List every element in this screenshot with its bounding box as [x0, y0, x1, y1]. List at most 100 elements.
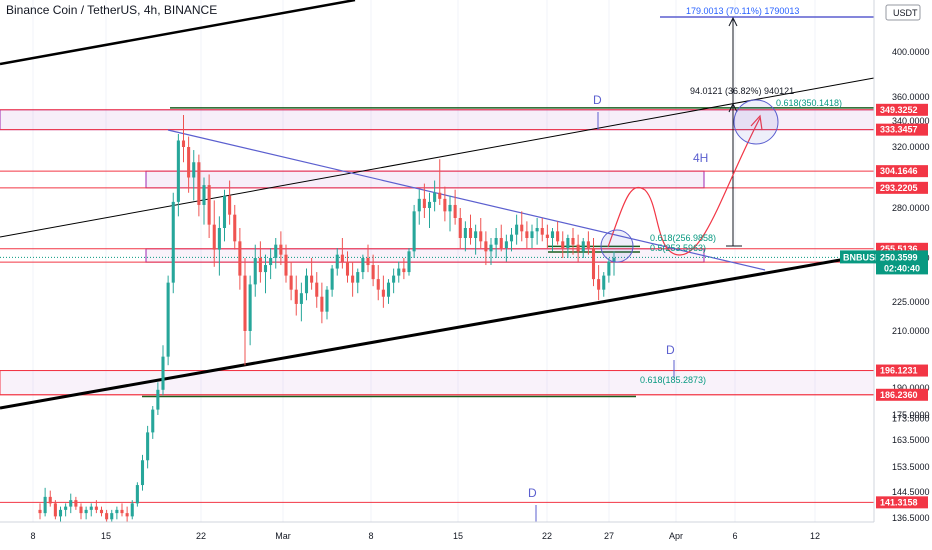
candle-body[interactable]	[422, 198, 426, 208]
candle-body[interactable]	[453, 204, 457, 218]
candle-body[interactable]	[525, 231, 529, 238]
candle-body[interactable]	[253, 258, 257, 285]
candle-body[interactable]	[520, 224, 524, 232]
candle-body[interactable]	[402, 268, 406, 273]
candle-body[interactable]	[84, 509, 88, 514]
candle-body[interactable]	[110, 513, 114, 520]
candle-body[interactable]	[74, 500, 78, 507]
candle-body[interactable]	[130, 503, 134, 517]
candle-body[interactable]	[489, 244, 493, 252]
candle-body[interactable]	[197, 162, 201, 205]
candle-body[interactable]	[140, 460, 145, 486]
candle-body[interactable]	[94, 506, 98, 510]
candle-body[interactable]	[479, 231, 483, 242]
candle-body[interactable]	[566, 238, 570, 248]
candle-body[interactable]	[443, 198, 447, 212]
candle-body[interactable]	[607, 261, 611, 276]
candle-body[interactable]	[335, 254, 339, 269]
candle-body[interactable]	[458, 218, 462, 238]
candle-body[interactable]	[571, 238, 575, 245]
candle-body[interactable]	[376, 279, 380, 290]
level-badge[interactable]	[876, 496, 928, 509]
candle-body[interactable]	[304, 275, 309, 294]
candle-body[interactable]	[187, 147, 191, 178]
candle-body[interactable]	[556, 231, 560, 242]
candle-body[interactable]	[602, 275, 606, 290]
level-badge[interactable]	[876, 388, 928, 401]
candle-body[interactable]	[448, 204, 452, 212]
candle-body[interactable]	[233, 214, 237, 242]
candle-body[interactable]	[146, 432, 150, 461]
candle-body[interactable]	[212, 224, 216, 250]
candle-body[interactable]	[597, 279, 601, 290]
candle-body[interactable]	[586, 241, 590, 248]
candle-body[interactable]	[515, 224, 519, 235]
candle-body[interactable]	[217, 228, 221, 250]
candle-body[interactable]	[99, 509, 104, 514]
candle-body[interactable]	[105, 513, 109, 520]
candle-body[interactable]	[228, 195, 232, 215]
candle-body[interactable]	[591, 248, 596, 280]
currency-badge[interactable]: USDT	[885, 4, 921, 21]
candle-body[interactable]	[156, 389, 160, 410]
candle-body[interactable]	[222, 195, 227, 228]
candle-body[interactable]	[576, 244, 580, 252]
level-badge[interactable]	[876, 181, 928, 194]
candle-body[interactable]	[397, 268, 401, 276]
candle-body[interactable]	[120, 509, 124, 514]
candle-body[interactable]	[361, 258, 365, 273]
candle-body[interactable]	[320, 296, 324, 312]
candle-body[interactable]	[294, 289, 298, 304]
candle-body[interactable]	[64, 506, 68, 510]
candle-body[interactable]	[535, 228, 539, 232]
candle-body[interactable]	[166, 282, 170, 357]
candle-body[interactable]	[484, 241, 488, 252]
candle-body[interactable]	[310, 275, 314, 283]
candle-body[interactable]	[412, 211, 416, 252]
candle-body[interactable]	[207, 185, 211, 225]
candle-body[interactable]	[299, 293, 303, 304]
candle-body[interactable]	[427, 201, 432, 208]
candle-body[interactable]	[468, 228, 473, 238]
current-price-badge[interactable]	[876, 250, 928, 275]
candle-body[interactable]	[612, 258, 616, 262]
candle-body[interactable]	[243, 275, 247, 331]
candle-body[interactable]	[581, 241, 585, 252]
candle-body[interactable]	[504, 241, 508, 248]
candle-body[interactable]	[181, 140, 186, 148]
candle-body[interactable]	[371, 265, 375, 280]
candle-body[interactable]	[263, 265, 268, 273]
price-axis-background[interactable]	[874, 0, 932, 550]
candle-body[interactable]	[43, 496, 47, 514]
time-axis-background[interactable]	[0, 522, 932, 550]
candle-body[interactable]	[330, 268, 334, 290]
candle-body[interactable]	[438, 192, 442, 199]
level-badge[interactable]	[876, 123, 928, 136]
candle-body[interactable]	[356, 272, 360, 283]
candle-body[interactable]	[340, 254, 344, 262]
candle-body[interactable]	[79, 506, 83, 514]
highlight-circle-small[interactable]	[600, 229, 634, 263]
candle-body[interactable]	[269, 258, 273, 266]
candle-body[interactable]	[176, 140, 180, 202]
candle-body[interactable]	[115, 509, 119, 514]
level-badge[interactable]	[876, 364, 928, 377]
ascending-support-line[interactable]	[0, 252, 875, 410]
candle-body[interactable]	[38, 509, 42, 514]
candle-body[interactable]	[258, 258, 262, 273]
candle-body[interactable]	[386, 282, 391, 297]
candle-body[interactable]	[499, 238, 503, 248]
candle-body[interactable]	[351, 275, 355, 283]
candle-body[interactable]	[407, 251, 411, 273]
candle-body[interactable]	[550, 231, 555, 238]
highlight-circle-large[interactable]	[733, 99, 779, 145]
level-badge[interactable]	[876, 165, 928, 178]
candle-body[interactable]	[274, 244, 278, 258]
candle-body[interactable]	[202, 185, 206, 205]
candle-body[interactable]	[279, 244, 283, 255]
candle-body[interactable]	[315, 282, 319, 297]
candle-body[interactable]	[171, 201, 175, 283]
projection-path[interactable]	[607, 117, 761, 256]
candle-body[interactable]	[89, 506, 93, 510]
